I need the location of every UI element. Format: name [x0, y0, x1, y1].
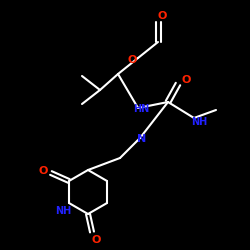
Text: HN: HN — [133, 104, 149, 114]
Text: O: O — [127, 55, 137, 65]
Text: NH: NH — [191, 117, 207, 127]
Text: N: N — [138, 134, 146, 144]
Text: O: O — [38, 166, 48, 176]
Text: O: O — [157, 11, 167, 21]
Text: O: O — [91, 235, 101, 245]
Text: NH: NH — [55, 206, 71, 216]
Text: O: O — [181, 75, 191, 85]
